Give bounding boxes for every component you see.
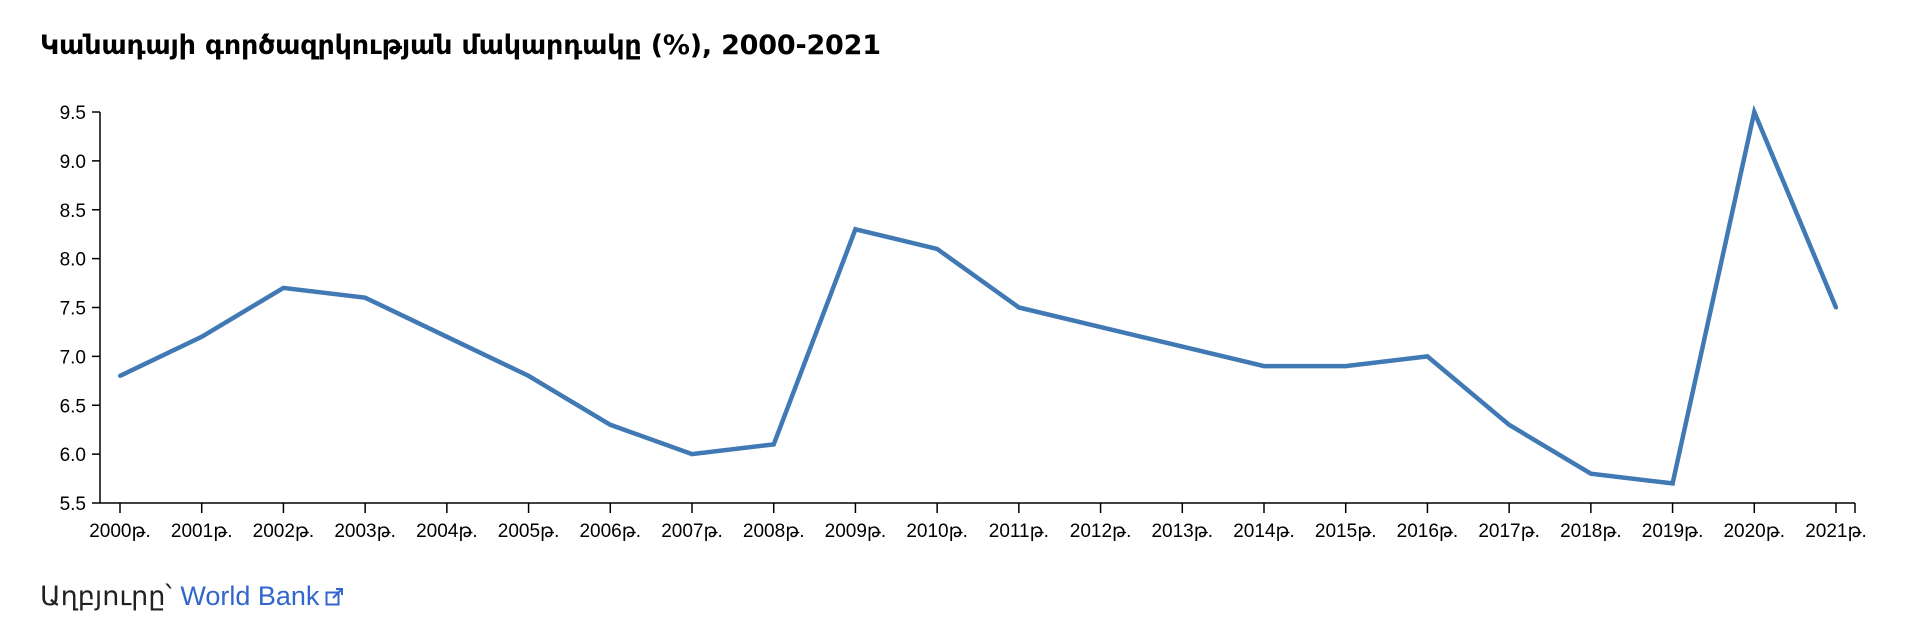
x-tick-label: 2012թ.: [1070, 521, 1132, 542]
x-tick-label: 2009թ.: [825, 521, 887, 542]
y-tick-label: 8.0: [60, 250, 86, 271]
y-tick-label: 8.5: [60, 201, 86, 222]
x-tick-label: 2018թ.: [1560, 521, 1622, 542]
data-point: [1588, 471, 1593, 476]
data-point: [526, 373, 531, 378]
series-group: [118, 104, 1839, 486]
x-tick-label: 2010թ.: [906, 521, 968, 542]
x-tick-label: 2004թ.: [416, 521, 478, 542]
source-prefix: Աղբյուրը՝: [40, 581, 181, 612]
x-tick-label: 2011թ.: [989, 521, 1049, 542]
x-tick-label: 2000թ.: [89, 521, 151, 542]
data-point: [1180, 344, 1185, 349]
x-tick-label: 2003թ.: [334, 521, 396, 542]
x-tick-label: 2013թ.: [1151, 521, 1213, 542]
data-point: [853, 227, 858, 232]
data-point: [1098, 325, 1103, 330]
data-point: [1752, 110, 1757, 114]
line-chart: 5.5 6.0 6.5 7.0 7.5 8.0 8.5 9.0 9.5 2000թ. 2001թ.…: [60, 103, 1867, 542]
x-tick-label: 2016թ.: [1397, 521, 1459, 542]
chart-title: Կանադայի գործազրկության մակարդակը (%), 2…: [40, 30, 881, 61]
source-note: Աղբյուրը՝ World Bank: [40, 581, 344, 613]
x-tick-label: 2017թ.: [1478, 521, 1540, 542]
data-point: [1670, 481, 1675, 486]
y-tick-label: 7.0: [60, 347, 86, 368]
y-tick-label: 9.5: [60, 103, 86, 124]
data-point: [363, 295, 368, 300]
x-tick-label: 2007թ.: [661, 521, 723, 542]
data-point: [1507, 422, 1512, 427]
x-tick-label: 2006թ.: [579, 521, 641, 542]
y-tick-label: 5.5: [60, 494, 86, 515]
x-tick-label: 2015թ.: [1315, 521, 1377, 542]
x-tick-label: 2005թ.: [498, 521, 560, 542]
source-link[interactable]: World Bank: [180, 581, 319, 611]
y-tick-label: 6.0: [60, 445, 86, 466]
data-point: [118, 373, 122, 378]
data-point: [444, 334, 449, 339]
x-tick-label: 2021թ.: [1805, 521, 1867, 542]
data-point: [690, 452, 694, 457]
y-tick-label: 6.5: [60, 396, 86, 417]
x-tick-label: 2002թ.: [253, 521, 315, 542]
x-tick-label: 2001թ.: [171, 521, 233, 542]
x-tick-label: 2008թ.: [743, 521, 805, 542]
data-point: [281, 285, 286, 290]
data-point: [1262, 364, 1266, 369]
x-tick-label: 2014թ.: [1233, 521, 1295, 542]
series-line: [119, 104, 1839, 486]
data-point: [1343, 364, 1348, 369]
data-point: [1425, 354, 1430, 359]
x-axis: 2000թ. 2001թ. 2002թ. 2003թ. 2004թ. 2005թ. 2006…: [89, 502, 1867, 542]
data-point: [608, 422, 613, 427]
data-point: [935, 246, 940, 251]
data-point: [199, 334, 204, 339]
y-tick-label: 9.0: [60, 152, 86, 173]
x-tick-label: 2019թ.: [1642, 521, 1704, 542]
external-link-icon[interactable]: [325, 582, 344, 613]
y-tick-label: 7.5: [60, 299, 86, 320]
data-point: [1016, 305, 1021, 310]
x-tick-label: 2020թ.: [1723, 521, 1785, 542]
data-point: [771, 442, 776, 447]
data-point: [1834, 305, 1838, 310]
y-axis: 5.5 6.0 6.5 7.0 7.5 8.0 8.5 9.0 9.5: [60, 103, 101, 515]
source-link-label: World Bank: [180, 581, 320, 611]
